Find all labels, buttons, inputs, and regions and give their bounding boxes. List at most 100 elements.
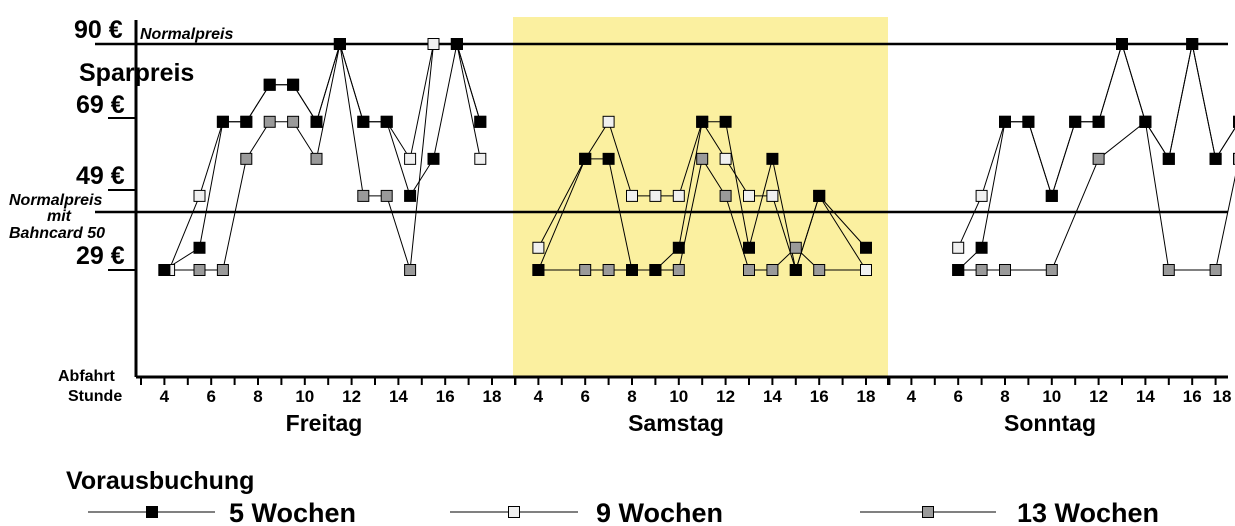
marker-5-wochen <box>579 152 592 165</box>
x-tick-label: 4 <box>160 387 170 406</box>
x-tick-label: 16 <box>1183 387 1202 406</box>
marker-5-wochen <box>1233 115 1235 128</box>
x-tick-label: 8 <box>627 387 636 406</box>
day-label-freitag: Freitag <box>286 410 363 436</box>
marker-9-wochen <box>626 189 638 202</box>
marker-9-wochen <box>719 152 732 165</box>
marker-5-wochen <box>474 115 487 128</box>
x-tick-label: 18 <box>1213 387 1232 406</box>
x-tick-label: 8 <box>1000 387 1009 406</box>
marker-5-wochen <box>532 264 545 276</box>
marker-13-wochen <box>719 189 732 202</box>
marker-5-wochen <box>158 264 171 276</box>
x-tick-label: 10 <box>669 387 688 406</box>
x-tick-label: 6 <box>953 387 962 406</box>
legend-label-2: 13 Wochen <box>1017 498 1159 526</box>
marker-13-wochen <box>766 264 779 276</box>
marker-9-wochen <box>427 38 440 50</box>
marker-13-wochen <box>1209 264 1222 276</box>
day-label-sonntag: Sonntag <box>1004 410 1096 436</box>
marker-9-wochen <box>404 152 417 165</box>
x-tick-label: 12 <box>1089 387 1108 406</box>
marker-9-wochen <box>860 264 872 276</box>
series-line-13-wochen <box>958 120 1235 271</box>
x-tick-label: 8 <box>253 387 262 406</box>
x-tick-label: 4 <box>907 387 917 406</box>
samstag-highlight <box>513 17 888 377</box>
x-tick-label: 14 <box>389 387 408 406</box>
marker-5-wochen <box>193 241 206 254</box>
marker-5-wochen <box>672 241 685 254</box>
marker-5-wochen <box>743 241 755 254</box>
marker-5-wochen <box>287 78 300 91</box>
x-tick-label: 18 <box>483 387 502 406</box>
marker-5-wochen <box>1209 152 1222 165</box>
marker-9-wochen <box>766 189 779 202</box>
marker-13-wochen <box>357 189 370 202</box>
x-tick-label: 4 <box>534 387 544 406</box>
marker-13-wochen <box>216 264 229 276</box>
marker-5-wochen <box>427 152 440 165</box>
x-tick-label: 6 <box>580 387 589 406</box>
marker-5-wochen <box>310 115 323 128</box>
marker-5-wochen <box>1045 189 1058 202</box>
marker-5-wochen <box>952 264 965 276</box>
marker-5-wochen <box>1022 115 1035 128</box>
marker-5-wochen <box>240 115 253 128</box>
marker-13-wochen <box>743 264 755 276</box>
stunde-label: Stunde <box>68 388 122 405</box>
marker-13-wochen <box>287 115 300 128</box>
marker-5-wochen <box>333 38 346 50</box>
marker-13-wochen <box>1045 264 1058 276</box>
marker-5-wochen <box>380 115 393 128</box>
marker-5-wochen <box>216 115 229 128</box>
marker-13-wochen <box>789 241 802 254</box>
x-tick-label: 18 <box>857 387 876 406</box>
legend-marker-2 <box>922 506 934 518</box>
marker-13-wochen <box>1233 152 1235 165</box>
legend-marker-0 <box>146 506 158 518</box>
marker-5-wochen <box>696 115 709 128</box>
marker-5-wochen <box>602 152 615 165</box>
marker-13-wochen <box>380 189 393 202</box>
series-line-9-wochen <box>957 42 1235 248</box>
legend-title: Vorausbuchung <box>66 467 254 495</box>
x-tick-label: 10 <box>1042 387 1061 406</box>
x-tick-label: 12 <box>342 387 361 406</box>
marker-13-wochen <box>602 264 615 276</box>
marker-5-wochen <box>1069 115 1082 128</box>
marker-5-wochen <box>813 189 826 202</box>
bahncard-label-1: Normalpreis <box>9 192 102 209</box>
marker-5-wochen <box>450 38 463 50</box>
x-tick-label: 12 <box>716 387 735 406</box>
x-tick-label: 6 <box>206 387 215 406</box>
marker-5-wochen <box>975 241 988 254</box>
bahncard-label-3: Bahncard 50 <box>9 225 105 242</box>
marker-9-wochen <box>474 152 487 165</box>
marker-9-wochen <box>743 189 755 202</box>
series-line-13-wochen <box>164 43 481 271</box>
bahncard-label-2: mit <box>47 208 72 225</box>
y-label-49: 49 € <box>76 162 125 190</box>
marker-5-wochen <box>1139 115 1152 128</box>
marker-5-wochen <box>357 115 370 128</box>
marker-13-wochen <box>696 152 709 165</box>
marker-13-wochen <box>579 264 592 276</box>
marker-5-wochen <box>404 189 417 202</box>
marker-9-wochen <box>975 189 988 202</box>
x-tick-label: 16 <box>810 387 829 406</box>
x-tick-label: 16 <box>436 387 455 406</box>
marker-13-wochen <box>813 264 826 276</box>
marker-13-wochen <box>975 264 988 276</box>
marker-5-wochen <box>999 115 1011 128</box>
marker-13-wochen <box>672 264 685 276</box>
legend-label-1: 9 Wochen <box>596 498 723 526</box>
marker-9-wochen <box>602 115 615 128</box>
marker-5-wochen <box>1092 115 1105 128</box>
x-tick-label: 10 <box>295 387 314 406</box>
marker-5-wochen <box>649 264 662 276</box>
marker-13-wochen <box>310 152 323 165</box>
x-tick-label: 14 <box>763 387 782 406</box>
marker-13-wochen <box>240 152 253 165</box>
